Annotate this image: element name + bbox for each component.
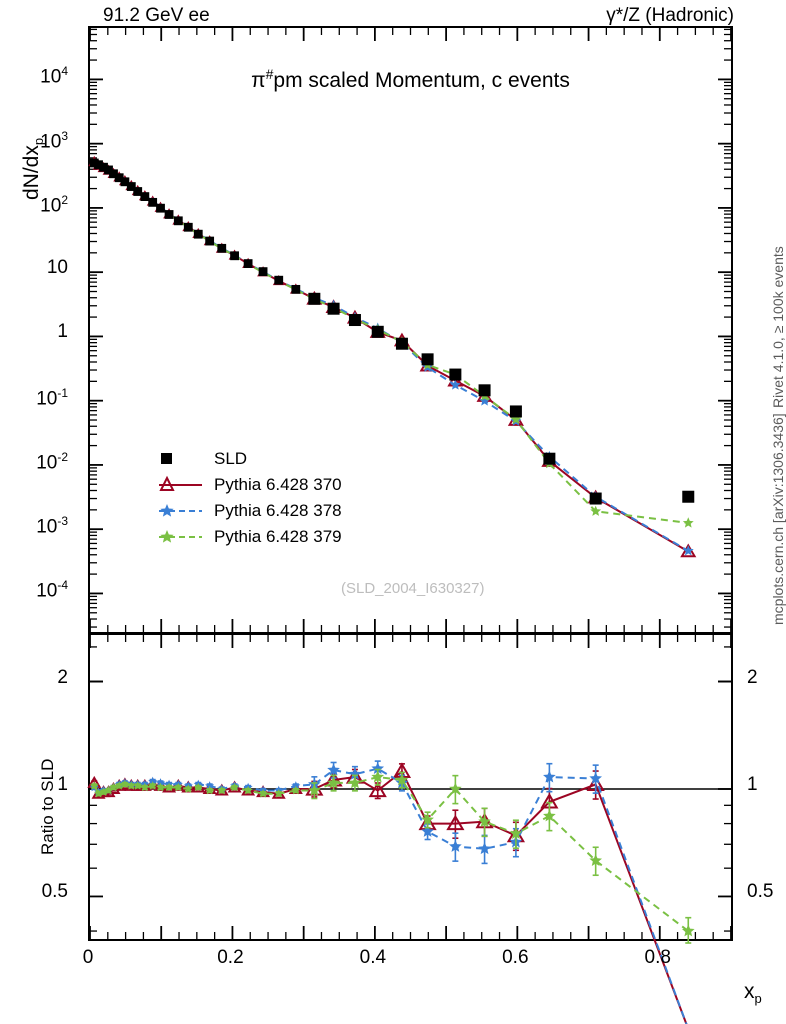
plot-title: π#pm scaled Momentum, c events [251, 66, 570, 92]
legend-marker-marker-square [158, 449, 204, 469]
x-tick-label: 0.6 [502, 947, 529, 968]
legend-item[interactable]: SLD [158, 446, 342, 472]
legend: SLD Pythia 6.428 370 Pythia 6.428 378 Pythi… [158, 446, 342, 550]
ratio-y-tick-label: 2 [57, 666, 68, 688]
ratio-y-tick-label: 1 [57, 773, 68, 795]
header-left-label: 91.2 GeV ee [103, 5, 210, 26]
y-tick-label: 103 [40, 128, 68, 152]
y-tick-label: 10-2 [36, 449, 68, 474]
legend-label: Pythia 6.428 370 [214, 475, 342, 494]
y-tick-label: 1 [57, 321, 68, 343]
ratio-y-tick-label: 0.5 [747, 881, 774, 903]
dataset-watermark: (SLD_2004_I630327) [341, 580, 485, 597]
ratio-plot-panel [87, 633, 733, 1024]
x-axis-label: xp [744, 980, 762, 1007]
legend-label: Pythia 6.428 378 [214, 501, 342, 520]
legend-label: Pythia 6.428 379 [214, 527, 342, 546]
header-right-label: γ*/Z (Hadronic) [606, 5, 734, 26]
ratio-plot-canvas [87, 635, 732, 1024]
y-tick-label: 10-3 [36, 514, 68, 538]
x-tick-label: 0.4 [359, 947, 387, 968]
legend-label: SLD [214, 449, 248, 468]
legend-item[interactable]: Pythia 6.428 379 [158, 524, 342, 550]
legend-item[interactable]: Pythia 6.428 370 [158, 472, 342, 498]
y-tick-label: 10 [46, 257, 68, 279]
y-tick-label: 102 [40, 192, 68, 217]
x-tick-label: 0 [82, 947, 94, 968]
legend-marker-dashed-star [158, 501, 204, 521]
legend-item[interactable]: Pythia 6.428 378 [158, 498, 342, 524]
mcplots-source-label: mcplots.cern.ch [arXiv:1306.3436] [770, 413, 786, 625]
y-tick-label: 10-4 [36, 578, 68, 602]
x-tick-label: 0.2 [217, 947, 244, 968]
legend-marker-dashed-star [158, 527, 204, 547]
x-tick-label: 0.8 [644, 947, 671, 968]
main-plot-canvas [88, 28, 732, 632]
y-tick-label: 104 [40, 64, 68, 88]
ratio-y-tick-label: 0.5 [41, 881, 68, 903]
legend-marker-solid-triangle [158, 475, 204, 495]
ratio-y-tick-label: 1 [747, 773, 758, 795]
y-tick-label: 10-1 [36, 385, 68, 409]
rivet-version-label: Rivet 4.1.0, ≥ 100k events [770, 246, 786, 408]
ratio-y-tick-label: 2 [747, 666, 758, 688]
